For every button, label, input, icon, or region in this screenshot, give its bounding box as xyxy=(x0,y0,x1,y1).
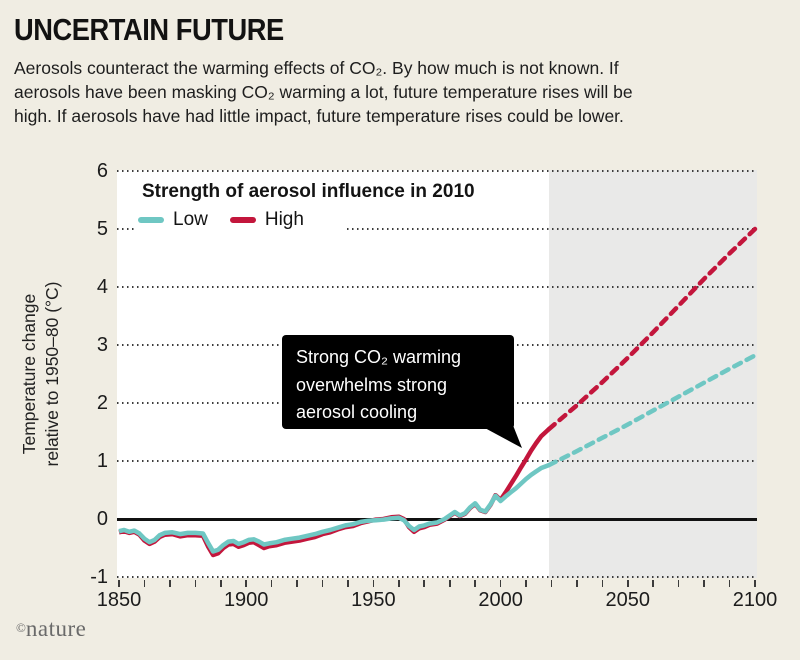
series-path-low-projection- xyxy=(546,353,758,468)
legend-swatch-high xyxy=(229,217,256,223)
legend-title: Strength of aerosol influence in 2010 xyxy=(142,181,475,202)
x-tick-1940 xyxy=(347,580,349,587)
y-axis-label-6: 6 xyxy=(96,160,108,182)
x-tick-2060 xyxy=(652,580,655,587)
y-axis-title-line: Temperature change xyxy=(19,293,39,455)
intro-line: high. If aerosols have had little impact… xyxy=(14,106,624,126)
x-axis-label-2100: 2100 xyxy=(732,589,778,611)
series-chart xyxy=(118,226,758,558)
brand-name: nature xyxy=(25,616,87,641)
x-tick-1910 xyxy=(270,580,273,587)
legend-swatch-low xyxy=(138,217,164,223)
y-axis-labels: 6 5 4 3 2 1 0 -1 xyxy=(58,160,108,588)
gridline-y5 xyxy=(117,228,757,230)
x-tick-2040 xyxy=(601,580,604,587)
x-tick-1930 xyxy=(321,580,324,587)
x-axis-label-1900: 1900 xyxy=(223,589,269,611)
x-axis-line xyxy=(117,576,757,578)
intro-line: Aerosols counteract the warming effects … xyxy=(14,58,619,78)
legend-item-high: High xyxy=(229,209,304,231)
page-title: UNCERTAIN FUTURE xyxy=(14,12,284,47)
series-path-high-historical- xyxy=(118,427,551,558)
x-axis-label-2000: 2000 xyxy=(478,589,523,611)
x-axis-ticks xyxy=(117,580,757,588)
x-tick-2100 xyxy=(754,580,756,587)
y-axis-label--1: -1 xyxy=(90,566,108,588)
intro-paragraph: Aerosols counteract the warming effects … xyxy=(14,56,633,128)
annotation-line: overwhelms strong xyxy=(296,374,448,395)
x-tick-1950 xyxy=(372,580,375,587)
x-tick-1960 xyxy=(398,580,400,587)
x-tick-2090 xyxy=(728,580,731,587)
x-tick-1860 xyxy=(143,580,146,587)
legend-label: High xyxy=(264,209,304,230)
x-axis-label-1950: 1950 xyxy=(351,589,396,611)
x-tick-1990 xyxy=(474,580,476,587)
nature-credit: ©nature xyxy=(16,616,86,642)
x-tick-1850 xyxy=(118,580,120,587)
annotation-line: aerosol cooling xyxy=(296,402,418,422)
plot-area: Strength of aerosol influence in 2010 Lo… xyxy=(117,170,758,578)
x-tick-1890 xyxy=(219,580,222,587)
x-tick-2070 xyxy=(677,580,680,587)
x-tick-2010 xyxy=(525,580,527,587)
x-tick-2050 xyxy=(627,580,629,587)
copyright-symbol: © xyxy=(16,620,26,635)
annotation-line: Strong CO₂ warming xyxy=(296,347,462,367)
legend-label: Low xyxy=(173,209,208,230)
x-tick-2020 xyxy=(550,580,553,587)
x-tick-1920 xyxy=(296,580,298,587)
x-tick-1970 xyxy=(423,580,426,587)
x-tick-2080 xyxy=(703,580,705,587)
x-tick-2000 xyxy=(499,580,502,587)
x-tick-1870 xyxy=(169,580,171,587)
legend-item-low: Low xyxy=(138,209,208,231)
legend: Low High xyxy=(135,207,345,233)
x-tick-1900 xyxy=(245,580,247,587)
y-axis-label-3: 3 xyxy=(96,334,108,356)
y-axis-label-4: 4 xyxy=(96,276,108,298)
x-tick-2030 xyxy=(576,580,578,587)
y-axis-label-2: 2 xyxy=(96,392,108,414)
y-axis-label-1: 1 xyxy=(96,450,108,472)
series-path-high-projection- xyxy=(546,226,758,432)
annotation-callout: Strong CO₂ warming overwhelms strong aer… xyxy=(282,335,514,429)
y-axis-label-0: 0 xyxy=(96,508,108,530)
gridline-y4 xyxy=(117,286,757,288)
x-axis-label-1850: 1850 xyxy=(96,589,142,611)
intro-line: aerosols have been masking CO₂ warming a… xyxy=(14,82,633,102)
zero-baseline xyxy=(117,517,757,521)
x-axis-label-2050: 2050 xyxy=(605,589,651,611)
gridline-y6 xyxy=(117,170,757,172)
x-axis-labels: 1850 1900 1950 2000 2050 2100 xyxy=(97,589,778,613)
series-path-low-historical- xyxy=(118,462,550,554)
x-tick-1880 xyxy=(194,580,197,587)
y-axis-label-5: 5 xyxy=(96,218,108,240)
x-tick-1980 xyxy=(448,580,451,587)
gridline-y1 xyxy=(117,460,757,462)
